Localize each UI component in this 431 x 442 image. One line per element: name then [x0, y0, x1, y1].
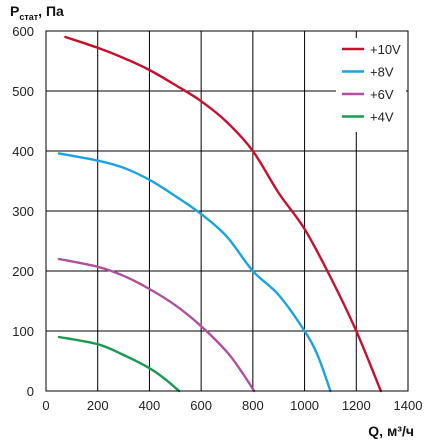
x-tick-label: 1400: [394, 398, 423, 413]
y-tick-label: 400: [12, 144, 34, 159]
series-line-10v: [64, 35, 383, 393]
y-tick-label: 0: [27, 384, 34, 399]
legend-label-8v: +8V: [370, 65, 394, 80]
x-tick-label: 1000: [290, 398, 319, 413]
y-axis-title-main: P: [10, 3, 19, 19]
x-tick-label: 800: [242, 398, 264, 413]
y-tick-label: 300: [12, 204, 34, 219]
legend-label-4v: +4V: [370, 110, 394, 125]
legend-label-6v: +6V: [370, 87, 394, 102]
x-tick-label: 0: [42, 398, 49, 413]
y-tick-labels: 0 100 200 300 400 500 600: [12, 24, 34, 399]
series-layer: [57, 35, 383, 393]
y-axis-title: Pстат, Па: [10, 3, 64, 22]
plot-frame: [45, 30, 409, 392]
y-tick-label: 500: [12, 84, 34, 99]
x-tick-label: 600: [190, 398, 212, 413]
series-line-4v: [57, 335, 181, 393]
legend-label-10v: +10V: [370, 42, 401, 57]
series-line-6v: [57, 257, 256, 393]
x-tick-label: 1200: [342, 398, 371, 413]
y-tick-label: 200: [12, 264, 34, 279]
y-axis-title-sub: стат: [19, 12, 38, 22]
x-axis-title: Q, м³/ч: [368, 423, 414, 439]
x-tick-labels: 0 200 400 600 800 1000 1200 1400: [42, 398, 422, 413]
y-tick-label: 100: [12, 324, 34, 339]
x-tick-label: 200: [87, 398, 109, 413]
x-tick-label: 400: [139, 398, 161, 413]
series-line-8v: [57, 152, 332, 393]
y-tick-label: 600: [12, 24, 34, 39]
legend: +10V +8V +6V +4V: [342, 42, 401, 125]
y-axis-title-unit: , Па: [38, 3, 64, 19]
